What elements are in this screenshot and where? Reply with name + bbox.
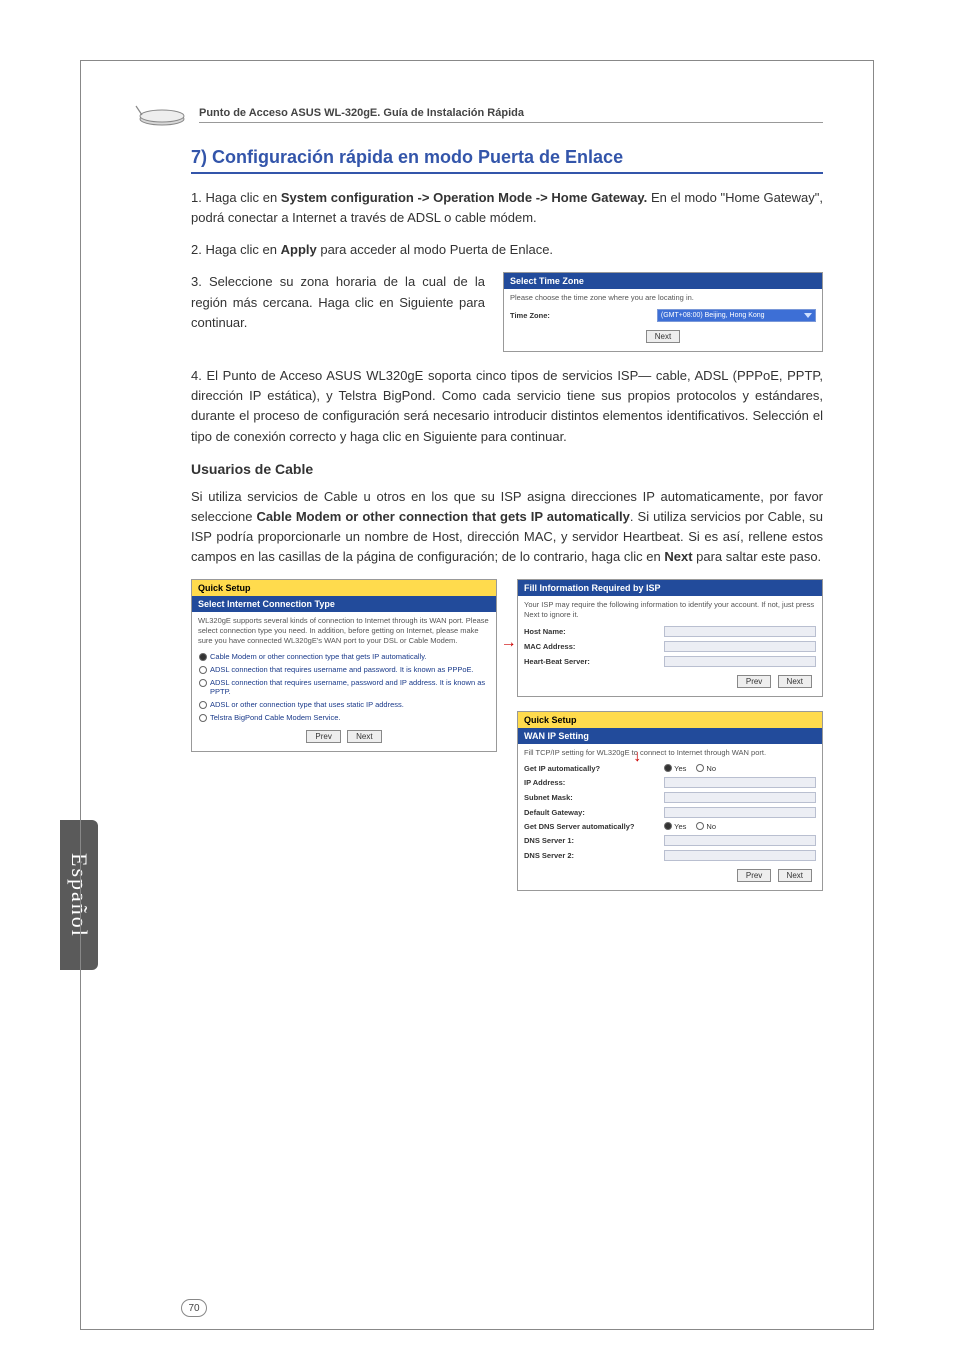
wan-dns1-input[interactable] — [664, 835, 816, 846]
qs-next-button[interactable]: Next — [347, 730, 381, 743]
tz-label: Time Zone: — [510, 311, 657, 320]
wan-ip-panel: Quick Setup WAN IP Setting Fill TCP/IP s… — [517, 711, 823, 891]
p5-t3: para saltar este paso. — [693, 549, 822, 564]
wan-getdns-radio[interactable]: Yes No — [664, 822, 816, 831]
header-product-line: Punto de Acceso ASUS WL-320gE. Guía de I… — [199, 107, 823, 123]
right-shot-col: Fill Information Required by ISP Your IS… — [517, 579, 823, 890]
isp-mac-input[interactable] — [664, 641, 816, 652]
p5-b2: Next — [664, 549, 692, 564]
page-number: 70 — [181, 1299, 207, 1317]
wan-next-button[interactable]: Next — [778, 869, 812, 882]
wan-mask-label: Subnet Mask: — [524, 793, 664, 802]
isp-host-label: Host Name: — [524, 627, 664, 636]
left-shot-col: Quick Setup Select Internet Connection T… — [191, 579, 497, 890]
wan-getip-radio[interactable]: Yes No — [664, 764, 816, 773]
arrow-down-icon: ↓ — [633, 749, 641, 765]
step-3-text: 3. Seleccione su zona horaria de la cual… — [191, 272, 485, 332]
qs-header-2: Select Internet Connection Type — [192, 596, 496, 612]
qs-opt-bigpond[interactable]: Telstra BigPond Cable Modem Service. — [192, 711, 496, 724]
isp-heartbeat-input[interactable] — [664, 656, 816, 667]
wan-mask-input[interactable] — [664, 792, 816, 803]
isp-host-input[interactable] — [664, 626, 816, 637]
wan-gw-input[interactable] — [664, 807, 816, 818]
wan-dns2-label: DNS Server 2: — [524, 851, 664, 860]
wan-prev-button[interactable]: Prev — [737, 869, 771, 882]
wan-getip-label: Get IP automatically? — [524, 764, 664, 773]
wan-header-2: WAN IP Setting — [518, 728, 822, 744]
step-4-text: 4. El Punto de Acceso ASUS WL320gE sopor… — [191, 366, 823, 447]
isp-mac-label: MAC Address: — [524, 642, 664, 651]
p2-bold: Apply — [281, 242, 317, 257]
p1-prefix: 1. Haga clic en — [191, 190, 281, 205]
screenshots-row: → ↓ Quick Setup Select Internet Connecti… — [191, 579, 823, 890]
wan-dns1-label: DNS Server 1: — [524, 836, 664, 845]
p5-b1: Cable Modem or other connection that get… — [256, 509, 629, 524]
section-title: 7) Configuración rápida en modo Puerta d… — [191, 147, 823, 174]
wan-dns2-input[interactable] — [664, 850, 816, 861]
wan-ip-input[interactable] — [664, 777, 816, 788]
wan-getdns-no[interactable]: No — [696, 822, 716, 831]
p2-suffix: para acceder al modo Puerta de Enlace. — [317, 242, 553, 257]
timezone-screenshot: Select Time Zone Please choose the time … — [503, 272, 823, 352]
tz-next-button[interactable]: Next — [646, 330, 680, 343]
qs-header-1: Quick Setup — [192, 580, 496, 596]
isp-heartbeat-label: Heart-Beat Server: — [524, 657, 664, 666]
page-frame: Punto de Acceso ASUS WL-320gE. Guía de I… — [80, 60, 874, 1330]
qs-opt-static[interactable]: ADSL or other connection type that uses … — [192, 698, 496, 711]
wan-getdns-label: Get DNS Server automatically? — [524, 822, 664, 831]
step-2-text: 2. Haga clic en Apply para acceder al mo… — [191, 240, 823, 260]
wan-getdns-yes[interactable]: Yes — [664, 822, 686, 831]
tz-select-value: (GMT+08:00) Beijing, Hong Kong — [661, 312, 765, 319]
arrow-right-icon: → — [501, 635, 517, 651]
isp-header: Fill Information Required by ISP — [518, 580, 822, 596]
page-header: Punto de Acceso ASUS WL-320gE. Guía de I… — [131, 101, 823, 129]
qs-desc: WL320gE supports several kinds of connec… — [192, 612, 496, 649]
tz-select[interactable]: (GMT+08:00) Beijing, Hong Kong — [657, 309, 816, 322]
isp-next-button[interactable]: Next — [778, 675, 812, 688]
qs-prev-button[interactable]: Prev — [306, 730, 340, 743]
qs-opt-cable[interactable]: Cable Modem or other connection type tha… — [192, 650, 496, 663]
p1-bold: System configuration -> Operation Mode -… — [281, 190, 647, 205]
router-icon — [131, 101, 189, 129]
chevron-down-icon — [804, 313, 812, 318]
isp-prev-button[interactable]: Prev — [737, 675, 771, 688]
wan-getip-no[interactable]: No — [696, 764, 716, 773]
step-3-row: 3. Seleccione su zona horaria de la cual… — [191, 272, 823, 352]
wan-getip-yes[interactable]: Yes — [664, 764, 686, 773]
p2-prefix: 2. Haga clic en — [191, 242, 281, 257]
isp-desc: Your ISP may require the following infor… — [518, 596, 822, 624]
cable-users-text: Si utiliza servicios de Cable u otros en… — [191, 487, 823, 568]
wan-desc: Fill TCP/IP setting for WL320gE to conne… — [518, 744, 822, 762]
quicksetup-panel: Quick Setup Select Internet Connection T… — [191, 579, 497, 751]
wan-header-1: Quick Setup — [518, 712, 822, 728]
tz-header: Select Time Zone — [504, 273, 822, 289]
wan-ip-label: IP Address: — [524, 778, 664, 787]
wan-gw-label: Default Gateway: — [524, 808, 664, 817]
isp-info-panel: Fill Information Required by ISP Your IS… — [517, 579, 823, 697]
qs-opt-pppoe[interactable]: ADSL connection that requires username a… — [192, 663, 496, 676]
cable-users-heading: Usuarios de Cable — [191, 461, 823, 477]
step-1-text: 1. Haga clic en System configuration -> … — [191, 188, 823, 228]
qs-opt-pptp[interactable]: ADSL connection that requires username, … — [192, 676, 496, 698]
tz-desc: Please choose the time zone where you ar… — [504, 289, 822, 307]
